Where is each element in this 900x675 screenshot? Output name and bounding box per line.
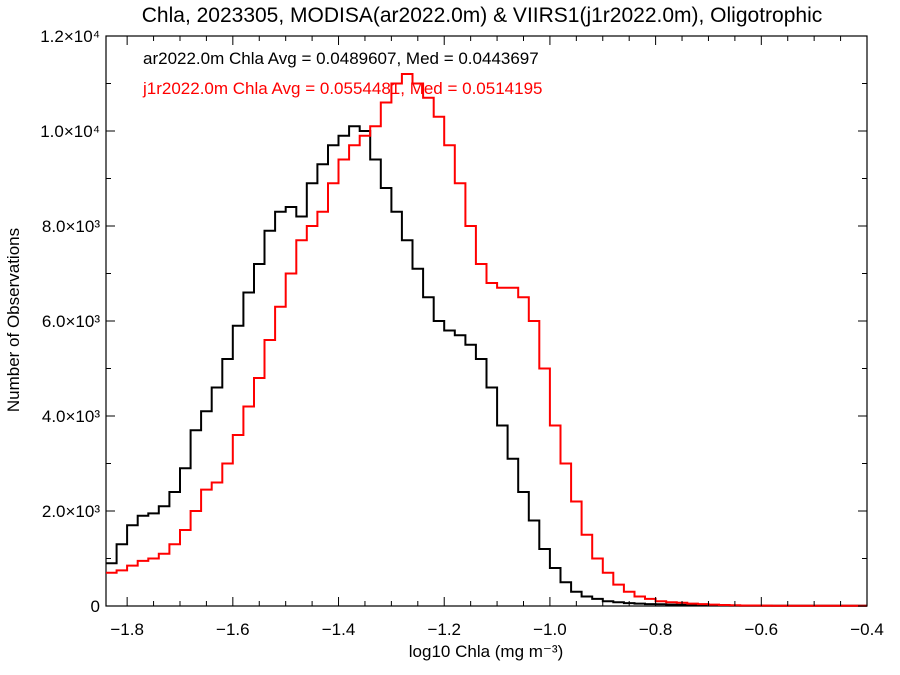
y-tick-label: 1.2×10⁴ [40, 27, 100, 46]
histogram-series-2 [106, 73, 867, 607]
series-layer [106, 73, 867, 607]
x-tick-label: −1.0 [533, 620, 567, 639]
y-tick-label: 6.0×10³ [42, 312, 100, 331]
y-tick-label: 4.0×10³ [42, 407, 100, 426]
x-tick-label: −0.4 [850, 620, 884, 639]
stats-annotation-1: ar2022.0m Chla Avg = 0.0489607, Med = 0.… [143, 49, 539, 68]
x-tick-label: −0.6 [745, 620, 779, 639]
annotation-layer: ar2022.0m Chla Avg = 0.0489607, Med = 0.… [142, 49, 543, 98]
chart-title: Chla, 2023305, MODISA(ar2022.0m) & VIIRS… [142, 4, 822, 27]
y-tick-label: 2.0×10³ [42, 502, 100, 521]
y-axis-label: Number of Observations [4, 228, 23, 412]
x-tick-label: −0.8 [639, 620, 673, 639]
tick-layer: −1.8 −1.6 −1.4 −1.2 −1.0 −0.8 −0.6 −0.4 0 2.0×10³… [40, 27, 884, 639]
y-tick-label: 1.0×10⁴ [40, 122, 100, 141]
x-axis-label: log10 Chla (mg m⁻³) [409, 642, 563, 661]
y-tick-label: 8.0×10³ [42, 217, 100, 236]
x-tick-label: −1.6 [216, 620, 250, 639]
stats-annotation-2: j1r2022.0m Chla Avg = 0.0554481, Med = 0… [142, 79, 543, 98]
x-tick-label: −1.2 [427, 620, 461, 639]
x-tick-label: −1.8 [110, 620, 144, 639]
plot-frame [105, 35, 868, 607]
y-tick-label: 0 [91, 597, 100, 616]
histogram-series-1 [106, 125, 867, 607]
x-tick-label: −1.4 [322, 620, 356, 639]
